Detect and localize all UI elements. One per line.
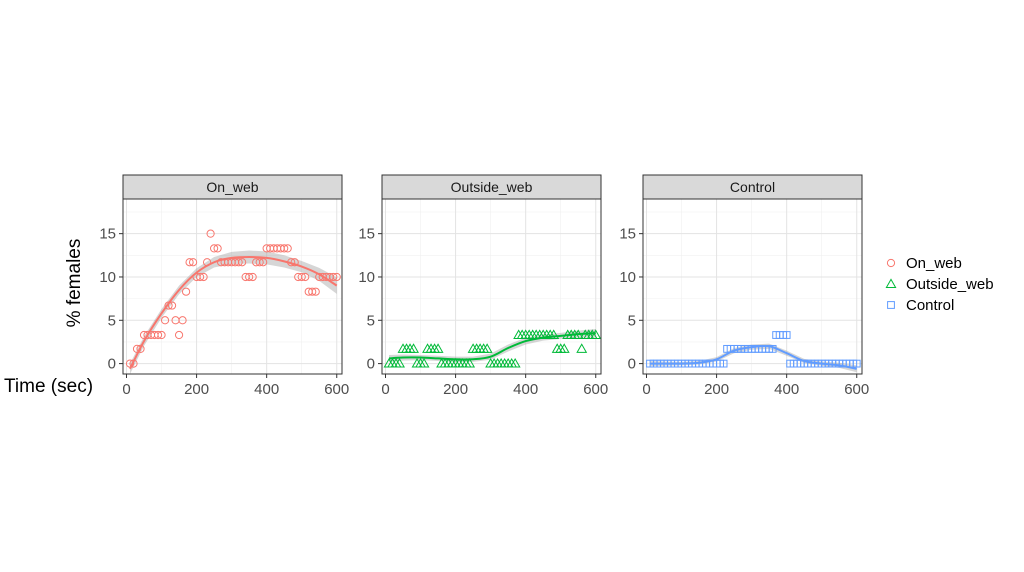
data-point — [167, 301, 177, 310]
legend-key-circle — [886, 258, 896, 268]
data-point — [259, 258, 268, 267]
data-point — [297, 272, 306, 282]
data-point — [174, 330, 184, 340]
y-axis-title: % females — [64, 239, 85, 328]
y-tick-label: 5 — [108, 312, 116, 329]
facet-strip-label: On_web — [206, 179, 258, 195]
y-tick-label: 15 — [99, 226, 116, 243]
legend-label: On_web — [906, 255, 962, 272]
data-point — [548, 329, 560, 339]
panel-outside-web: Outside_web 0 200 400 600 0 5 10 15 — [358, 174, 608, 398]
data-point — [153, 330, 163, 340]
data-point — [185, 258, 194, 267]
y-tick-label: 0 — [367, 356, 375, 373]
data-point — [199, 272, 208, 282]
facet-strip-label: Outside_web — [451, 179, 533, 195]
data-point — [248, 272, 257, 282]
plot-area — [123, 199, 342, 374]
x-tick-label: 400 — [254, 381, 279, 398]
data-point — [308, 287, 317, 296]
smooth-line — [650, 344, 857, 370]
legend-key-triangle — [885, 278, 897, 288]
x-tick-label: 600 — [324, 381, 349, 398]
data-point — [181, 287, 191, 296]
data-point — [178, 316, 187, 325]
y-tick-label: 15 — [358, 226, 375, 243]
data-point — [782, 331, 791, 339]
data-point — [481, 343, 493, 353]
data-point — [136, 344, 145, 353]
y-tick-label: 10 — [358, 269, 375, 286]
legend: On_web Outside_web Control — [885, 255, 994, 314]
data-point — [157, 330, 166, 340]
x-tick-label: 200 — [704, 381, 729, 398]
data-point — [160, 316, 170, 325]
y-tick-label: 0 — [628, 356, 636, 373]
panels: On_web 0 200 400 600 0 5 10 15 Outside_web 0 200 400… — [99, 174, 869, 398]
x-tick-label: 600 — [844, 381, 869, 398]
data-point — [329, 272, 338, 282]
plot-area — [382, 199, 601, 374]
data-point — [311, 287, 320, 296]
legend-key-square — [887, 301, 895, 309]
data-point — [509, 357, 521, 368]
data-point — [213, 244, 222, 253]
x-tick-label: 400 — [774, 381, 799, 398]
panel-on-web: On_web 0 200 400 600 0 5 10 15 — [99, 174, 349, 398]
data-point — [394, 357, 405, 368]
data-point — [238, 258, 247, 267]
data-point — [408, 343, 419, 353]
x-tick-label: 0 — [642, 381, 650, 398]
data-point — [432, 343, 444, 353]
x-tick-label: 0 — [122, 381, 130, 398]
y-tick-label: 10 — [619, 269, 636, 286]
x-tick-label: 0 — [381, 381, 389, 398]
x-axis-title: Time (sec) — [4, 376, 93, 397]
data-point — [210, 244, 219, 253]
x-tick-label: 200 — [443, 381, 468, 398]
facet-strip — [642, 174, 863, 200]
y-tick-label: 5 — [628, 312, 636, 329]
y-tick-label: 15 — [619, 226, 636, 243]
data-point — [188, 258, 198, 267]
y-tick-label: 10 — [99, 269, 116, 286]
y-tick-label: 5 — [367, 312, 375, 329]
x-tick-label: 200 — [184, 381, 209, 398]
data-point — [280, 244, 289, 253]
axis-titles: % females Time (sec) — [4, 239, 93, 397]
x-tick-label: 400 — [513, 381, 538, 398]
smooth-line — [129, 256, 338, 370]
data-point — [283, 244, 292, 253]
panel-border — [642, 198, 863, 375]
data-point — [852, 359, 861, 368]
data-point — [332, 272, 341, 282]
data-point — [464, 357, 476, 368]
data-point — [590, 329, 602, 339]
data-point — [195, 272, 205, 282]
panel-control: Control 0 200 400 600 0 5 10 15 — [619, 174, 869, 398]
data-point — [418, 357, 430, 368]
y-tick-label: 0 — [108, 356, 116, 373]
data-point — [576, 343, 588, 353]
data-point — [245, 272, 254, 282]
smooth-line — [388, 332, 596, 361]
facet-strip-label: Control — [730, 179, 775, 195]
data-point — [255, 258, 264, 267]
data-point — [719, 359, 728, 368]
data-point — [301, 272, 310, 282]
legend-label: Outside_web — [906, 276, 994, 293]
data-point — [206, 229, 215, 238]
confidence-band — [650, 343, 857, 373]
panel-border — [381, 198, 602, 375]
plot-area — [643, 199, 862, 374]
data-point — [558, 343, 570, 353]
panel-border — [122, 198, 343, 375]
legend-label: Control — [906, 297, 954, 314]
facet-strip — [381, 174, 602, 200]
data-point — [234, 258, 243, 267]
x-tick-label: 600 — [583, 381, 608, 398]
facet-strip — [122, 174, 343, 200]
